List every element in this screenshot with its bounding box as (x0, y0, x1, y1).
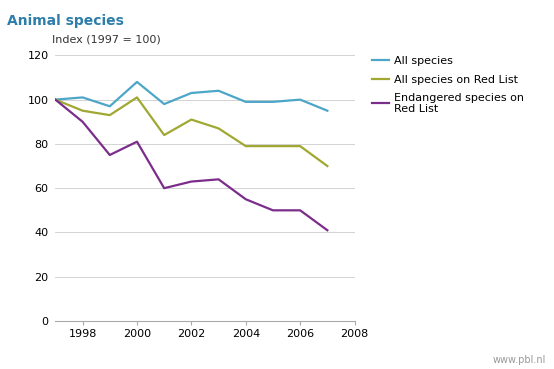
Text: www.pbl.nl: www.pbl.nl (493, 355, 546, 365)
Text: Animal species: Animal species (7, 14, 124, 28)
Legend: All species, All species on Red List, Endangered species on
Red List: All species, All species on Red List, En… (372, 56, 524, 114)
Text: Index (1997 = 100): Index (1997 = 100) (53, 35, 161, 45)
